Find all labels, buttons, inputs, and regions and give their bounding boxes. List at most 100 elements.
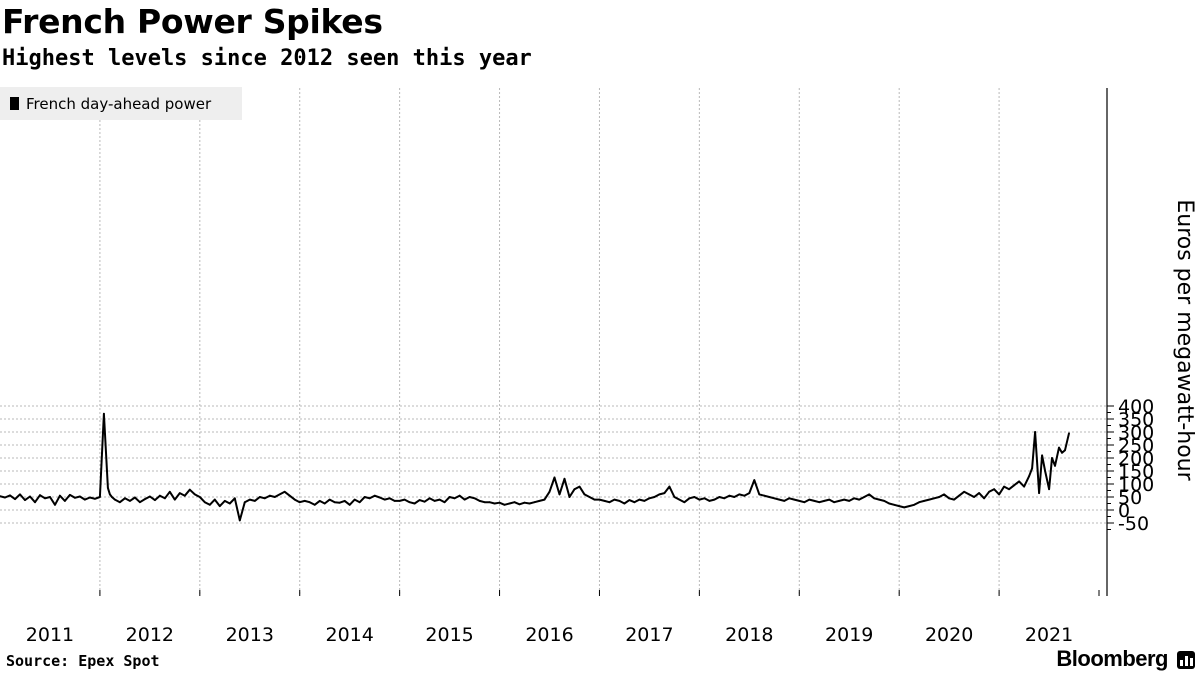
data-point [713, 498, 716, 501]
data-point [129, 500, 131, 502]
data-point [183, 494, 186, 497]
data-point [978, 492, 980, 494]
data-point [273, 496, 276, 498]
data-point [643, 500, 646, 502]
data-point [473, 497, 476, 500]
data-point [103, 412, 105, 415]
data-point [738, 493, 741, 496]
data-point [318, 500, 321, 502]
data-point [613, 498, 616, 501]
data-point [648, 497, 651, 500]
data-point [154, 499, 156, 501]
data-point [363, 496, 366, 498]
data-point [673, 496, 676, 498]
data-point [338, 501, 341, 504]
data-point [283, 490, 286, 493]
data-point [938, 496, 941, 498]
data-point [448, 496, 451, 498]
data-point [798, 500, 801, 502]
data-point [124, 497, 126, 500]
data-point [903, 506, 906, 509]
data-point [44, 497, 46, 500]
data-point [109, 493, 111, 496]
data-point [483, 501, 486, 504]
data-point [79, 495, 81, 498]
data-point [107, 487, 109, 489]
data-point [168, 490, 171, 493]
data-point [111, 496, 113, 498]
data-point [823, 500, 826, 502]
data-point [164, 497, 166, 500]
data-point [428, 497, 431, 500]
data-point [543, 498, 546, 501]
data-point [303, 500, 306, 502]
data-point [1064, 449, 1066, 452]
data-point [298, 501, 301, 504]
data-point [573, 488, 576, 491]
data-point [618, 500, 621, 502]
data-point [4, 496, 6, 499]
x-tick-label: 2017 [625, 624, 673, 646]
data-point [1041, 454, 1043, 457]
data-point [54, 503, 56, 506]
data-point [418, 499, 421, 501]
x-tick-label: 2012 [126, 624, 174, 646]
data-point [788, 497, 791, 500]
data-point [883, 500, 886, 502]
data-point [453, 497, 456, 500]
data-point [403, 498, 406, 501]
data-point [888, 502, 891, 505]
data-point [708, 500, 711, 502]
brand-logo: Bloomberg [1056, 646, 1168, 671]
data-point [24, 499, 26, 501]
data-point [498, 501, 501, 504]
data-point [89, 496, 91, 499]
data-point [983, 497, 985, 500]
data-point [763, 494, 766, 497]
data-point [398, 500, 401, 502]
y-tick-label: 350 [1118, 409, 1154, 431]
y-tick-label: 150 [1118, 461, 1154, 483]
data-point [248, 498, 251, 501]
data-point [768, 496, 771, 498]
data-point [408, 501, 411, 504]
data-point [144, 498, 146, 500]
data-point [803, 501, 806, 504]
data-point [49, 496, 51, 498]
data-point [178, 492, 181, 494]
data-point [468, 496, 471, 498]
data-point [548, 490, 551, 493]
data-point [868, 493, 871, 496]
data-point [1061, 451, 1063, 454]
data-point [853, 497, 856, 500]
data-point [663, 492, 666, 494]
data-point [9, 494, 11, 497]
data-point [458, 494, 461, 497]
data-point [268, 494, 271, 497]
data-point [838, 500, 841, 502]
data-point [278, 493, 281, 496]
data-point [628, 499, 631, 501]
legend-swatch [10, 97, 19, 110]
x-tick-label: 2019 [825, 624, 873, 646]
data-point [353, 498, 356, 501]
data-point [1028, 475, 1030, 478]
data-point [553, 476, 556, 479]
data-point [568, 496, 571, 498]
data-point [703, 497, 706, 500]
data-point [633, 501, 636, 504]
data-point [1058, 446, 1060, 449]
data-point [718, 496, 721, 498]
data-point [598, 498, 601, 501]
data-point [658, 493, 661, 496]
data-point [313, 503, 316, 506]
data-point [818, 501, 821, 504]
data-point [928, 498, 931, 501]
data-point [348, 503, 351, 506]
data-point [603, 500, 606, 502]
data-point [993, 488, 995, 491]
data-point [963, 490, 965, 493]
series-line-french-day-ahead-power [0, 412, 1070, 522]
data-point [918, 501, 921, 504]
data-point [698, 498, 701, 501]
